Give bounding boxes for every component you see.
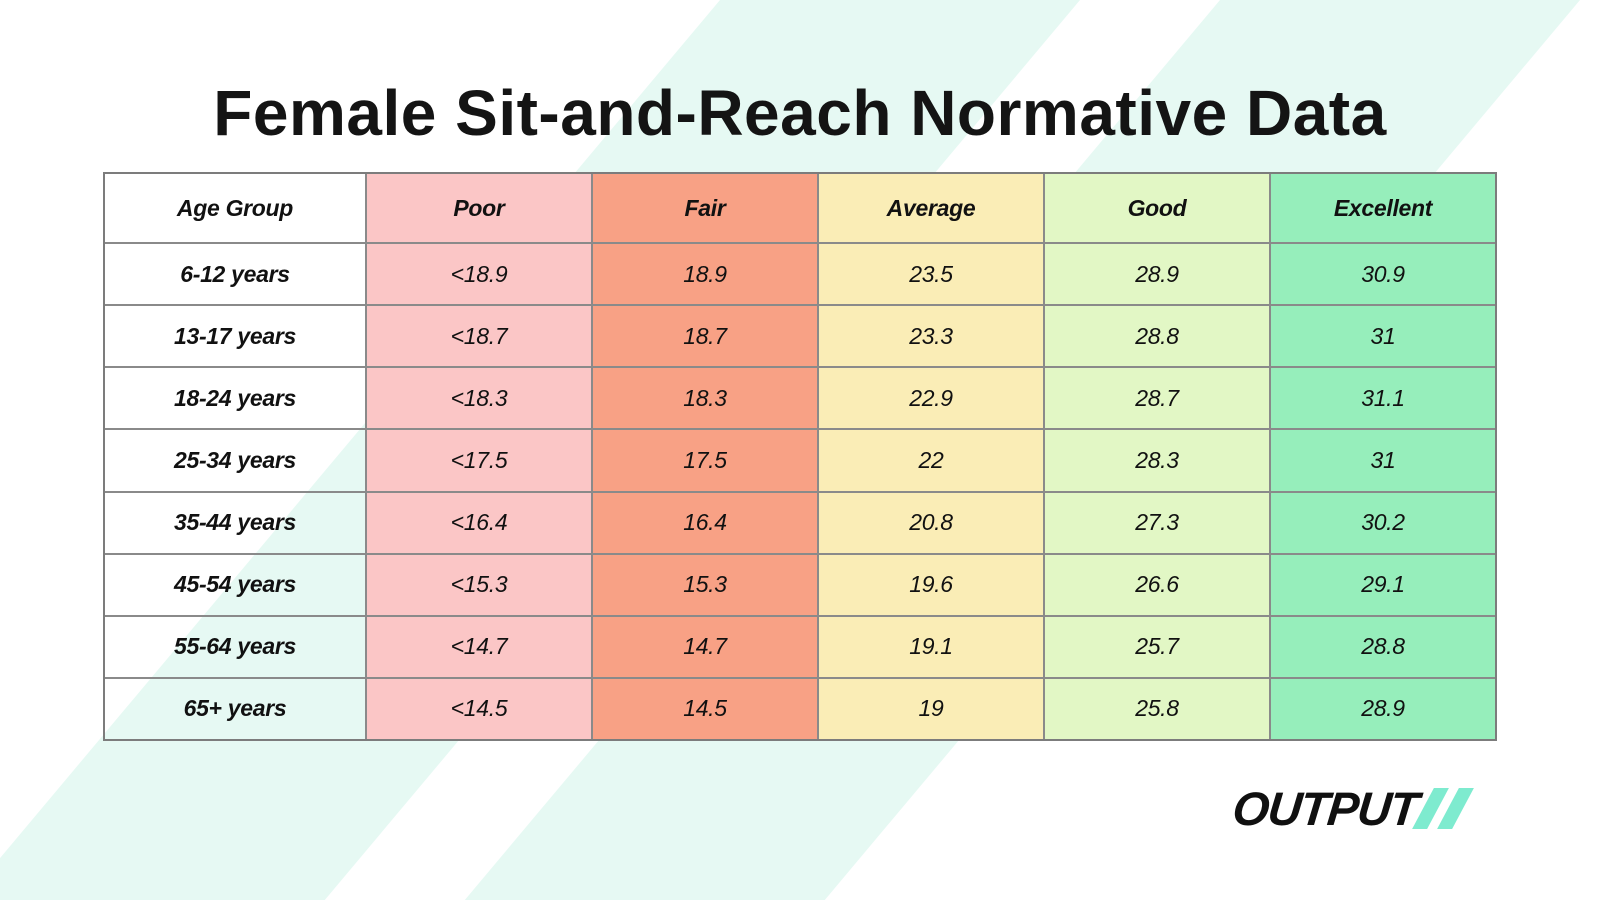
table-cell: <15.3 — [367, 554, 593, 615]
table-cell: 28.8 — [1045, 306, 1271, 367]
table-header-row: Age Group Poor Fair Average Good Excelle… — [105, 174, 1495, 244]
output-logo-text: OUTPUT — [1230, 781, 1421, 835]
table-row: 35-44 years <16.4 16.4 20.8 27.3 30.2 — [105, 492, 1495, 555]
table-cell: 28.9 — [1045, 244, 1271, 305]
table-row: 55-64 years <14.7 14.7 19.1 25.7 28.8 — [105, 616, 1495, 679]
table-cell: 31.1 — [1271, 368, 1495, 429]
page-title: Female Sit-and-Reach Normative Data — [213, 77, 1387, 149]
column-header-fair: Fair — [593, 174, 819, 242]
table-cell: 22.9 — [819, 368, 1045, 429]
table-cell: 18.7 — [593, 306, 819, 367]
table-cell: 28.7 — [1045, 368, 1271, 429]
table-cell: 27.3 — [1045, 492, 1271, 553]
table-cell: 28.3 — [1045, 430, 1271, 491]
row-header-cell: 6-12 years — [105, 244, 367, 305]
table-cell: <16.4 — [367, 492, 593, 553]
double-slash-icon — [1412, 787, 1475, 829]
table-cell: 26.6 — [1045, 554, 1271, 615]
table-cell: <14.5 — [367, 678, 593, 739]
table-cell: <18.3 — [367, 368, 593, 429]
table-cell: 31 — [1271, 430, 1495, 491]
column-header-poor: Poor — [367, 174, 593, 242]
table-cell: 15.3 — [593, 554, 819, 615]
table-cell: 30.2 — [1271, 492, 1495, 553]
column-header-average: Average — [819, 174, 1045, 242]
table-cell: <14.7 — [367, 616, 593, 677]
table-cell: <18.9 — [367, 244, 593, 305]
table-cell: 16.4 — [593, 492, 819, 553]
table-cell: <18.7 — [367, 306, 593, 367]
table-row: 45-54 years <15.3 15.3 19.6 26.6 29.1 — [105, 554, 1495, 617]
table-cell: 14.7 — [593, 616, 819, 677]
table-cell: 17.5 — [593, 430, 819, 491]
table-cell: 22 — [819, 430, 1045, 491]
table-cell: 18.9 — [593, 244, 819, 305]
row-header-cell: 13-17 years — [105, 306, 367, 367]
row-header-cell: 35-44 years — [105, 492, 367, 553]
table-row: 13-17 years <18.7 18.7 23.3 28.8 31 — [105, 306, 1495, 369]
normative-data-table: Age Group Poor Fair Average Good Excelle… — [103, 172, 1497, 741]
table-cell: 19.1 — [819, 616, 1045, 677]
table-row: 25-34 years <17.5 17.5 22 28.3 31 — [105, 430, 1495, 493]
table-row: 65+ years <14.5 14.5 19 25.8 28.9 — [105, 678, 1495, 739]
column-header-age-group: Age Group — [105, 174, 367, 242]
table-cell: 14.5 — [593, 678, 819, 739]
table-cell: <17.5 — [367, 430, 593, 491]
row-header-cell: 55-64 years — [105, 616, 367, 677]
table-cell: 31 — [1271, 306, 1495, 367]
table-cell: 18.3 — [593, 368, 819, 429]
table-cell: 25.7 — [1045, 616, 1271, 677]
table-cell: 28.9 — [1271, 678, 1495, 739]
table-row: 6-12 years <18.9 18.9 23.5 28.9 30.9 — [105, 244, 1495, 307]
table-cell: 25.8 — [1045, 678, 1271, 739]
table-cell: 23.3 — [819, 306, 1045, 367]
row-header-cell: 25-34 years — [105, 430, 367, 491]
table-cell: 23.5 — [819, 244, 1045, 305]
row-header-cell: 18-24 years — [105, 368, 367, 429]
table-cell: 20.8 — [819, 492, 1045, 553]
table-cell: 19 — [819, 678, 1045, 739]
table-cell: 29.1 — [1271, 554, 1495, 615]
row-header-cell: 65+ years — [105, 678, 367, 739]
column-header-excellent: Excellent — [1271, 174, 1495, 242]
table-cell: 19.6 — [819, 554, 1045, 615]
table-row: 18-24 years <18.3 18.3 22.9 28.7 31.1 — [105, 368, 1495, 431]
column-header-good: Good — [1045, 174, 1271, 242]
row-header-cell: 45-54 years — [105, 554, 367, 615]
table-cell: 30.9 — [1271, 244, 1495, 305]
output-logo: OUTPUT — [1230, 781, 1475, 835]
table-cell: 28.8 — [1271, 616, 1495, 677]
